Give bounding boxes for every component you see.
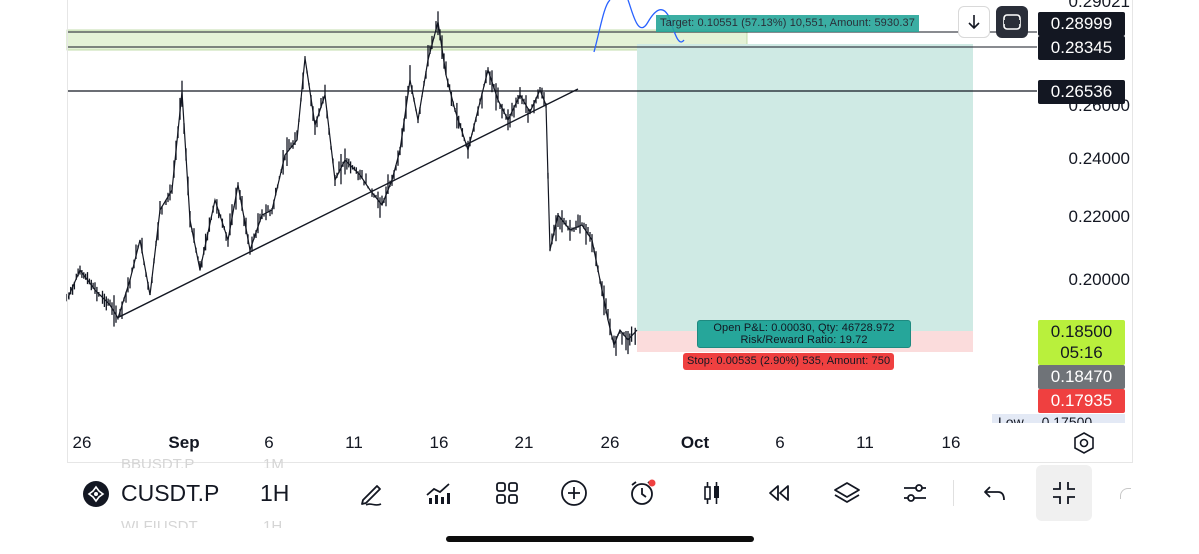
symbol-logo-icon [83,481,109,507]
layers-icon [834,482,860,503]
toolbar-top-border [67,462,1133,463]
symbol-selector[interactable]: CUSDT.P [121,480,220,506]
price-tag-grey[interactable]: 0.18470 [1038,365,1125,389]
undo-button[interactable] [978,476,1012,510]
add-icon [561,480,587,506]
time-label: Sep [168,433,200,452]
time-label: Oct [680,433,710,452]
chart-settings-icon[interactable] [1073,432,1095,454]
home-indicator [446,536,754,542]
risk-reward-line: Risk/Reward Ratio: 19.72 [740,334,868,346]
alerts-button[interactable] [625,476,659,510]
pnl-line: Open P&L: 0.00030, Qty: 46728.972 [713,322,895,334]
time-label: 11 [856,433,874,452]
price-tag-1[interactable]: 0.28999 [1038,12,1125,36]
object-tree-button[interactable] [830,476,864,510]
drawing-tools-button[interactable] [355,476,389,510]
last-price-tag[interactable]: 0.18500 05:16 [1038,320,1125,365]
scroll-hint-icon [1120,488,1131,499]
price-tag-2[interactable]: 0.28345 [1038,36,1125,60]
price-tick: 0.20000 [1068,270,1130,289]
interval-selector[interactable]: 1H [260,480,290,506]
price-series [66,11,638,356]
candle-countdown: 05:16 [1060,343,1103,362]
auto-scale-button[interactable] [996,6,1028,38]
time-label: 21 [514,433,534,452]
layouts-button[interactable] [490,476,524,510]
ghost-interval-below: 1H [263,518,283,528]
chart-settings-button[interactable] [898,476,932,510]
price-tag-3[interactable]: 0.26536 [1038,80,1125,104]
ghost-symbol-above: BBUSDT.P [121,456,195,468]
exit-fullscreen-button[interactable] [1036,465,1092,521]
settings-sliders-icon [904,484,926,502]
time-label: 6 [775,433,785,452]
stop-label[interactable]: Stop: 0.00535 (2.90%) 535, Amount: 750 [683,353,895,370]
projection-path [593,0,685,53]
chart-left-border [67,0,68,462]
time-label: 6 [264,433,274,452]
low-value: 0.17500 [1041,414,1093,423]
price-path [66,21,638,347]
replay-icon [769,485,789,501]
undo-icon [984,486,1005,501]
chart-right-border [1132,0,1133,462]
pen-icon [361,485,382,506]
time-label: 16 [941,433,961,452]
time-label: 11 [345,433,363,452]
time-label: 16 [429,433,449,452]
low-price-tag: Low 0.17500 [992,414,1125,423]
toolbar-divider [953,480,954,506]
ghost-symbol-below: WLFIUSDT [121,518,198,528]
target-label[interactable]: Target: 0.10551 (57.13%) 10,551, Amount:… [656,15,919,32]
replay-button[interactable] [762,476,796,510]
grid-icon [496,482,518,504]
arrow-down-icon [968,15,980,30]
time-label: 26 [72,433,92,452]
low-label: Low [998,414,1024,423]
price-tick: 0.24000 [1068,149,1130,168]
target-zone [637,44,973,331]
indicators-button[interactable] [421,476,455,510]
candles-icon [704,482,719,504]
price-tick-top: 0.29021 [1068,0,1130,11]
add-button[interactable] [557,476,591,510]
price-tag-red[interactable]: 0.17935 [1038,389,1125,413]
indicators-icon [426,483,450,504]
chart-type-button[interactable] [695,476,729,510]
fit-icon [1003,14,1021,30]
alarm-icon [631,479,656,505]
ascending-trendline [116,88,579,319]
time-label: 26 [600,433,620,452]
pnl-label[interactable]: Open P&L: 0.00030, Qty: 46728.972 Risk/R… [697,320,911,348]
last-price-value: 0.18500 [1050,322,1113,341]
exit-fullscreen-icon [1053,482,1075,504]
ghost-interval-above: 1M [263,456,284,468]
price-tick: 0.22000 [1068,207,1130,226]
scroll-to-latest-button[interactable] [958,6,990,38]
